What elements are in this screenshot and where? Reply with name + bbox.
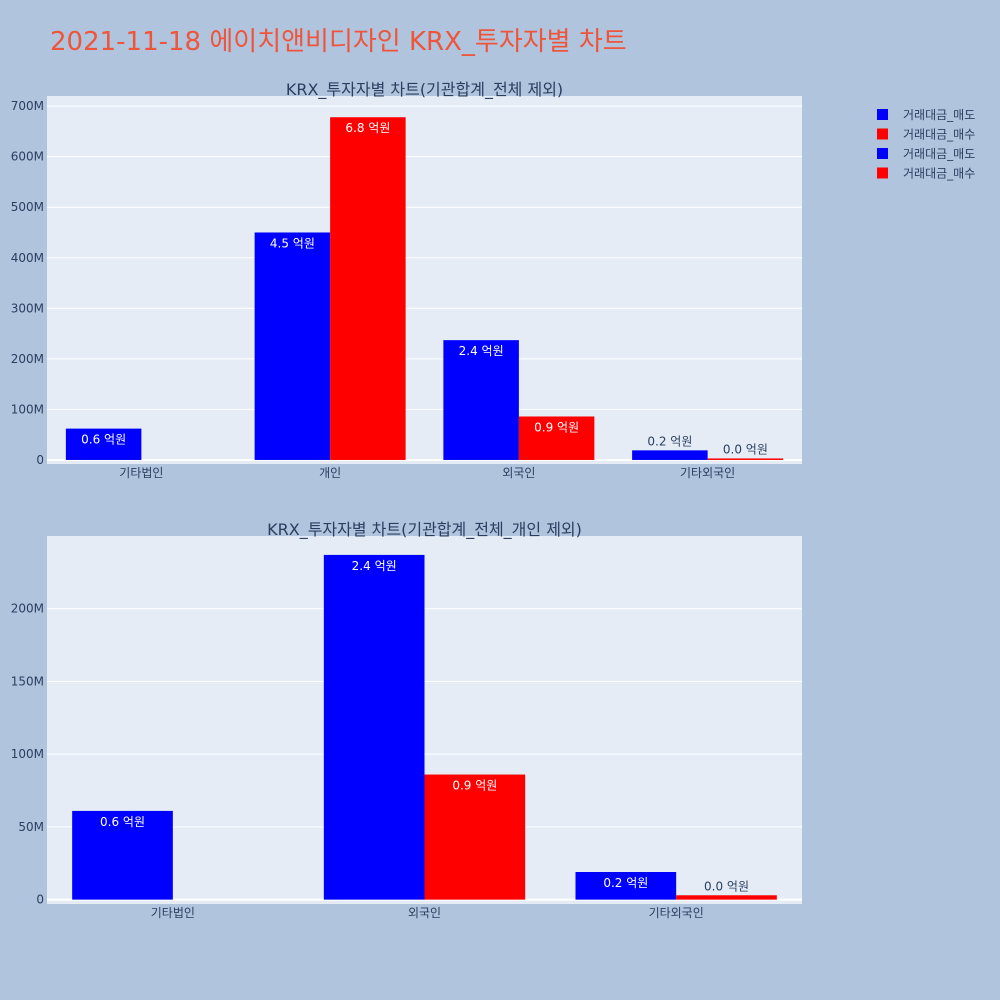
bar-data-label: 0.9 억원 xyxy=(452,779,497,793)
x-tick-label: 기타법인 xyxy=(119,466,163,480)
bar-data-label: 0.6 억원 xyxy=(100,815,145,829)
bar-data-label: 0.0 억원 xyxy=(723,442,768,456)
bar xyxy=(676,895,777,900)
y-tick-label: 500M xyxy=(11,200,44,214)
bar-data-label: 2.4 억원 xyxy=(352,559,397,573)
x-tick-label: 개인 xyxy=(319,466,341,480)
bar-data-label: 0.6 억원 xyxy=(81,433,126,447)
legend-swatch xyxy=(877,128,888,140)
x-tick-label: 기타외국인 xyxy=(680,466,735,480)
bar xyxy=(575,872,677,900)
y-tick-label: 300M xyxy=(11,301,44,315)
bar xyxy=(72,810,173,900)
y-tick-label: 400M xyxy=(11,251,44,265)
bar xyxy=(323,554,425,900)
chart-panel: 0 50M 100M 150M 200M KRX_투자자별 차트(기관합계_전체_개인 제… xyxy=(11,520,802,920)
bar xyxy=(707,458,784,460)
legend-swatch xyxy=(877,167,888,179)
bar xyxy=(65,428,142,460)
chart-panel: 0 100M 200M 300M 400M 500M 600M 700M KRX_투자자별 차트… xyxy=(11,80,802,480)
y-tick-label: 0 xyxy=(36,453,44,467)
y-tick-label: 100M xyxy=(11,402,44,416)
bar xyxy=(254,232,331,460)
y-tick-label: 600M xyxy=(11,150,44,164)
bar xyxy=(443,340,519,460)
subplot-title: KRX_투자자별 차트(기관합계_전체 제외) xyxy=(286,80,563,100)
y-tick-label: 50M xyxy=(18,820,44,834)
plot-area xyxy=(47,96,802,464)
legend-item-label: 거래대금_매도 xyxy=(903,108,975,122)
bar-data-label: 4.5 억원 xyxy=(270,236,315,250)
x-tick-label: 기타외국인 xyxy=(649,906,704,920)
legend-swatch xyxy=(877,148,888,159)
bar-data-label: 0.0 억원 xyxy=(704,879,749,893)
x-tick-label: 외국인 xyxy=(408,906,441,920)
y-tick-label: 100M xyxy=(11,747,44,761)
legend-item-label: 거래대금_매수 xyxy=(903,128,975,142)
bar-data-label: 2.4 억원 xyxy=(459,344,504,358)
legend-swatch xyxy=(877,109,888,120)
bar-data-label: 6.8 억원 xyxy=(345,121,390,135)
bar xyxy=(424,774,526,900)
bar-data-label: 0.2 억원 xyxy=(647,434,692,448)
bar xyxy=(632,450,708,460)
bar xyxy=(518,416,595,460)
main-title: 2021-11-18 에이치앤비디자인 KRX_투자자별 차트 xyxy=(50,27,627,57)
legend-item-label: 거래대금_매도 xyxy=(903,147,975,161)
y-tick-label: 200M xyxy=(11,602,44,616)
bar-data-label: 0.9 억원 xyxy=(534,420,579,434)
chart-panels: 0 100M 200M 300M 400M 500M 600M 700M KRX_투자자별 차트… xyxy=(11,80,802,920)
x-tick-label: 기타법인 xyxy=(151,906,195,920)
y-tick-label: 700M xyxy=(11,99,44,113)
bar xyxy=(330,117,406,460)
bar-data-label: 0.2 억원 xyxy=(603,876,648,890)
y-tick-label: 200M xyxy=(11,352,44,366)
y-tick-label: 150M xyxy=(11,674,44,688)
x-tick-label: 외국인 xyxy=(502,466,535,480)
legend-item-label: 거래대금_매수 xyxy=(903,167,975,181)
subplot-title: KRX_투자자별 차트(기관합계_전체_개인 제외) xyxy=(267,520,582,540)
y-tick-label: 0 xyxy=(36,893,44,907)
